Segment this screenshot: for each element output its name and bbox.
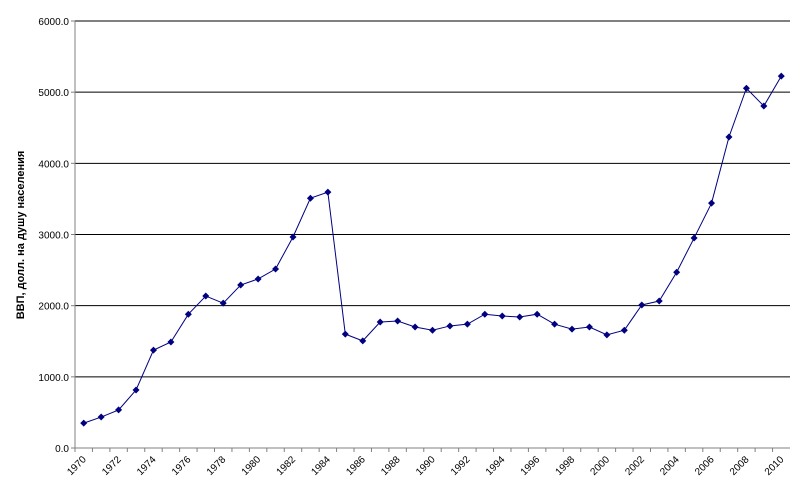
marker — [498, 312, 506, 320]
marker — [237, 281, 245, 289]
x-tick-label: 1984 — [309, 454, 333, 478]
marker — [446, 322, 454, 330]
x-tick-label: 2010 — [763, 454, 787, 478]
y-tick-label: 0.0 — [55, 444, 69, 455]
line — [83, 75, 782, 424]
marker — [533, 310, 541, 318]
y-tick-label: 4000.0 — [38, 159, 69, 170]
x-tick-label: 2006 — [693, 454, 717, 478]
x-tick-label: 1972 — [100, 454, 124, 478]
y-tick-label: 5000.0 — [38, 88, 69, 99]
x-tick-label: 1986 — [344, 454, 368, 478]
y-tick-label: 1000.0 — [38, 373, 69, 384]
x-tick-label: 2002 — [623, 454, 647, 478]
x-tick-label: 1974 — [135, 454, 159, 478]
marker — [673, 268, 681, 276]
marker — [359, 337, 367, 345]
marker — [777, 72, 785, 80]
marker — [80, 419, 88, 427]
marker — [585, 323, 593, 331]
marker — [516, 313, 524, 321]
marker — [115, 406, 123, 414]
marker — [568, 325, 576, 333]
x-tick-label: 1970 — [65, 454, 89, 478]
x-tick-label: 1980 — [240, 454, 264, 478]
x-tick-label: 1996 — [519, 454, 543, 478]
marker — [638, 301, 646, 309]
x-tick-label: 2000 — [589, 454, 613, 478]
x-tick-label: 1990 — [414, 454, 438, 478]
marker — [97, 413, 105, 421]
x-tick-label: 1988 — [379, 454, 403, 478]
marker — [341, 330, 349, 338]
marker — [481, 310, 489, 318]
marker — [254, 275, 262, 283]
x-tick-label: 1994 — [484, 454, 508, 478]
marker — [394, 317, 402, 325]
marker — [551, 320, 559, 328]
marker — [411, 323, 419, 331]
marker — [132, 386, 140, 394]
x-tick-label: 2008 — [728, 454, 752, 478]
marker — [184, 310, 192, 318]
marker — [655, 297, 663, 305]
marker — [760, 102, 768, 110]
marker — [306, 194, 314, 202]
marker — [742, 84, 750, 92]
marker — [690, 234, 698, 242]
marker — [463, 320, 471, 328]
y-tick-label: 6000.0 — [38, 17, 69, 28]
marker — [603, 331, 611, 339]
marker — [708, 199, 716, 207]
marker — [219, 299, 227, 307]
marker — [272, 265, 280, 273]
marker — [149, 346, 157, 354]
marker — [324, 188, 332, 196]
x-tick-label: 1998 — [554, 454, 578, 478]
y-axis-label: ВВП, долл. на душу населения — [15, 151, 27, 320]
x-tick-label: 1976 — [170, 454, 194, 478]
y-tick-label: 3000.0 — [38, 231, 69, 242]
y-tick-label: 2000.0 — [38, 302, 69, 313]
x-tick-label: 1992 — [449, 454, 473, 478]
marker — [429, 326, 436, 334]
x-tick-label: 1982 — [275, 454, 299, 478]
x-tick-label: 2004 — [658, 454, 682, 478]
marker — [725, 133, 733, 141]
x-tick-label: 1978 — [205, 454, 229, 478]
marker — [376, 318, 384, 326]
marker — [620, 326, 628, 334]
marker — [167, 338, 175, 346]
marker — [289, 233, 297, 241]
marker — [202, 292, 210, 300]
